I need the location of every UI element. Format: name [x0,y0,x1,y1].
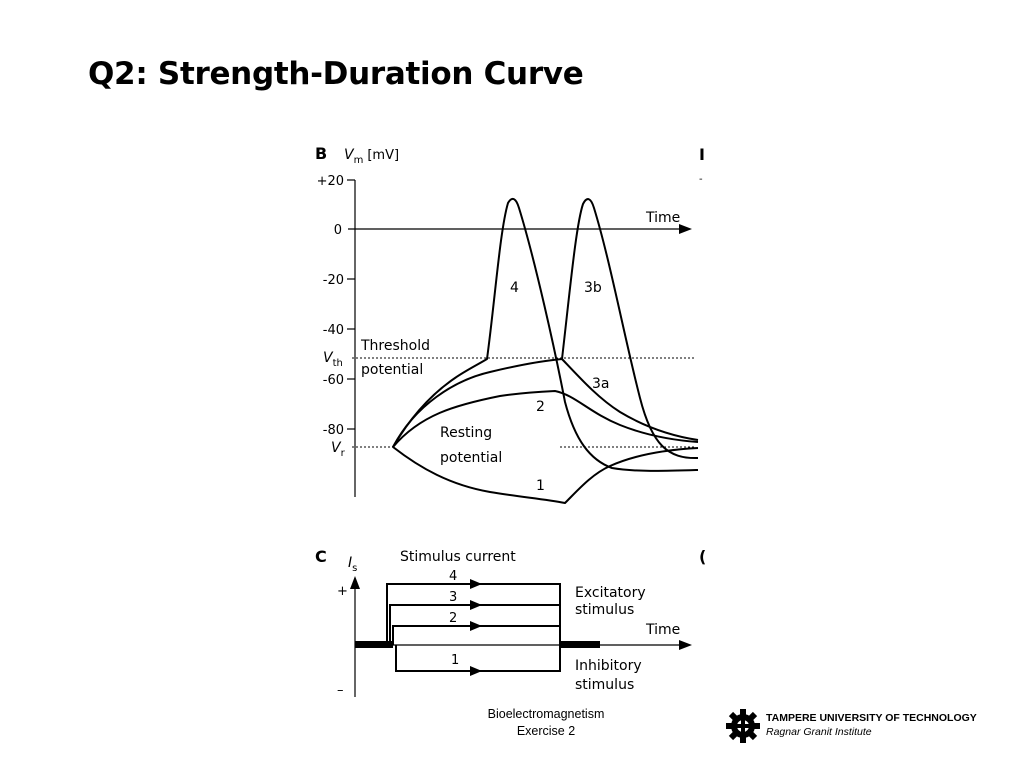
curve-label-3a: 3a [592,376,610,392]
time-label-c: Time [645,622,680,638]
pulse-labels: 4 3 2 1 [449,569,459,668]
baseline-right [560,641,600,648]
slide-title: Q2: Strength-Duration Curve [88,56,584,92]
tick-label-0: 0 [334,223,342,238]
curve-label-1: 1 [536,478,545,494]
resting-label-1: Resting [440,425,492,441]
minus-label: – [337,683,344,698]
footer-course-name: Bioelectromagnetism [487,707,605,721]
institute-name: Ragnar Granit Institute [766,726,872,738]
pulse-arrow-3 [470,600,482,610]
panel-b: B Vm [mV] I +20 0 -20 -40 -60 -80 - Time [315,144,705,504]
panel-c-label: C [315,547,327,566]
tick-label-plus20: +20 [317,174,344,189]
threshold-label-2: potential [361,362,423,378]
edge-glyph-b: I [699,145,705,164]
threshold-label-1: Threshold [360,338,430,354]
curve-3b [561,198,699,460]
curve-1 [392,446,699,504]
time-arrowhead-b [679,224,692,234]
pulse-arrows [470,579,482,676]
footer-course: Bioelectromagnetism Exercise 2 [470,706,622,740]
vth-label: Vth [323,350,343,369]
y-axis-label-c: Is [348,555,357,574]
institution-name: TAMPERE UNIVERSITY OF TECHNOLOGY [766,712,977,724]
excitatory-label-2: stimulus [575,602,634,618]
pulse-label-2: 2 [449,611,457,626]
pulse-4 [386,583,561,645]
curve-label-2: 2 [536,399,545,415]
curve-label-3b: 3b [584,280,602,296]
time-label-b: Time [645,210,680,226]
tick-label-minus40: -40 [323,323,344,338]
pulse-label-3: 3 [449,590,457,605]
baseline-left [355,641,393,648]
membrane-curves [392,197,699,504]
resting-label-2: potential [440,450,502,466]
inhibitory-label-2: stimulus [575,677,634,693]
curve-3a [392,358,699,448]
pulse-1 [395,645,561,672]
y-arrowhead-c [350,576,360,589]
pulse-arrow-1 [470,666,482,676]
curve-4 [392,197,699,472]
y-ticks-b [347,179,355,430]
y-axis-label-b: Vm [mV] [344,147,399,166]
plus-label: + [337,584,348,599]
stimulus-title: Stimulus current [400,549,516,565]
curve-label-4: 4 [510,280,519,296]
pulse-arrow-2 [470,621,482,631]
pulse-label-4: 4 [449,569,457,584]
pulse-arrow-4 [470,579,482,589]
panel-b-label: B [315,144,327,163]
gear-icon [726,709,760,743]
institution-logo: TAMPERE UNIVERSITY OF TECHNOLOGY Ragnar … [724,707,1014,747]
curve-2 [392,390,699,448]
pulse-label-1: 1 [451,653,459,668]
pulse-2 [392,625,561,645]
panel-c: C ( Is Stimulus current + – Time [315,547,706,698]
curve-labels: 4 3b 3a 2 1 [510,280,610,494]
inhibitory-label-1: Inhibitory [575,658,642,674]
excitatory-label-1: Excitatory [575,585,646,601]
y-tick-labels-b: +20 0 -20 -40 -60 -80 [317,174,344,438]
vr-label: Vr [331,440,346,459]
tick-label-minus60: -60 [323,373,344,388]
tick-label-minus20: -20 [323,273,344,288]
edge-mark-b: - [699,174,703,185]
tick-label-minus80: -80 [323,423,344,438]
edge-glyph-c: ( [699,547,706,566]
time-arrowhead-c [679,640,692,650]
footer-exercise: Exercise 2 [516,724,576,738]
